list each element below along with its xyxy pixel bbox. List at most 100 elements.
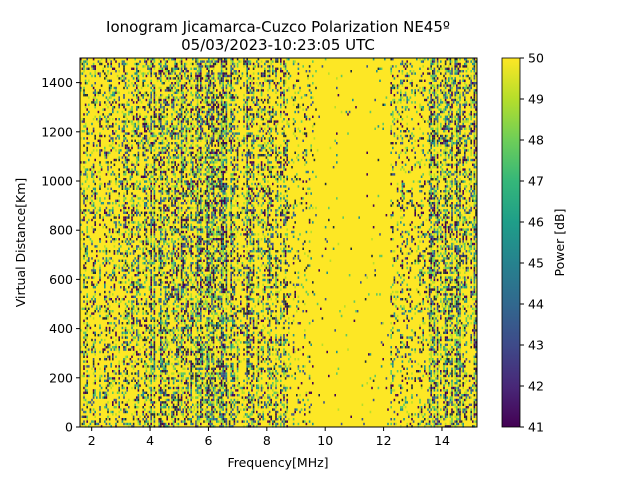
heatmap-cell <box>201 353 204 356</box>
heatmap-cell <box>198 221 200 224</box>
heatmap-cell <box>174 415 176 418</box>
heatmap-cell <box>188 173 191 176</box>
heatmap-cell <box>172 127 175 130</box>
heatmap-cell <box>148 398 151 402</box>
heatmap-cell <box>182 391 184 394</box>
heatmap-cell <box>118 242 120 246</box>
heatmap-cell <box>99 406 101 409</box>
heatmap-cell <box>190 374 192 378</box>
heatmap-cell <box>193 353 196 356</box>
heatmap-cell <box>147 312 149 315</box>
heatmap-cell <box>188 206 191 210</box>
heatmap-cell <box>185 230 188 234</box>
heatmap-cell <box>204 120 207 123</box>
heatmap-cell <box>200 240 202 243</box>
heatmap-cell <box>99 377 101 380</box>
heatmap-cell <box>145 370 148 373</box>
heatmap-cell <box>153 365 156 368</box>
heatmap-cell <box>177 422 180 426</box>
heatmap-cell <box>195 302 197 306</box>
heatmap-cell <box>116 420 119 423</box>
heatmap-cell <box>196 74 199 78</box>
heatmap-cell <box>190 156 192 159</box>
heatmap-cell <box>83 410 85 414</box>
heatmap-cell <box>99 374 101 378</box>
heatmap-cell <box>134 233 136 236</box>
heatmap-cell <box>204 240 207 243</box>
heatmap-cell <box>88 348 90 351</box>
heatmap-cell <box>179 408 181 411</box>
heatmap-cell <box>195 154 197 157</box>
heatmap-cell <box>208 358 210 361</box>
heatmap-cell <box>163 422 165 426</box>
heatmap-cell <box>92 269 95 272</box>
heatmap-cell <box>152 120 154 123</box>
heatmap-cell <box>145 122 148 126</box>
heatmap-cell <box>176 295 178 298</box>
heatmap-cell <box>123 178 125 181</box>
heatmap-cell <box>108 355 111 358</box>
heatmap-cell <box>153 269 156 272</box>
heatmap-cell <box>80 187 82 190</box>
heatmap-cell <box>177 79 180 82</box>
heatmap-cell <box>94 137 96 140</box>
heatmap-cell <box>136 94 138 97</box>
heatmap-cell <box>112 228 114 231</box>
heatmap-cell <box>105 317 108 320</box>
heatmap-cell <box>171 180 173 183</box>
heatmap-cell <box>136 247 138 250</box>
heatmap-cell <box>150 98 152 102</box>
heatmap-cell <box>160 360 162 363</box>
heatmap-cell <box>209 221 212 224</box>
heatmap-cell <box>118 346 120 349</box>
heatmap-cell <box>171 254 173 258</box>
heatmap-cell <box>185 278 188 282</box>
heatmap-cell <box>187 185 189 188</box>
heatmap-cell <box>204 151 207 154</box>
heatmap-cell <box>185 127 188 130</box>
heatmap-cell <box>163 413 165 416</box>
heatmap-cell <box>174 362 176 366</box>
heatmap-cell <box>121 266 124 270</box>
heatmap-cell <box>192 228 194 231</box>
heatmap-cell <box>187 353 189 356</box>
heatmap-cell <box>168 290 170 294</box>
heatmap-cell <box>208 233 210 236</box>
heatmap-cell <box>160 401 162 404</box>
heatmap-cell <box>104 209 106 212</box>
heatmap-cell <box>147 122 149 126</box>
heatmap-cell <box>196 65 199 68</box>
heatmap-cell <box>152 156 154 159</box>
heatmap-cell <box>164 413 167 416</box>
heatmap-cell <box>105 379 108 382</box>
heatmap-cell <box>168 89 170 92</box>
chart-title: Ionogram Jicamarca-Cuzco Polarization NE… <box>106 18 450 54</box>
heatmap-cell <box>86 317 88 320</box>
heatmap-cell <box>137 274 140 277</box>
heatmap-cell <box>128 247 130 250</box>
heatmap-cell <box>150 271 152 274</box>
heatmap-cell <box>184 372 186 375</box>
heatmap-cell <box>113 91 116 94</box>
heatmap-cell <box>208 238 210 241</box>
heatmap-cell <box>209 175 212 178</box>
heatmap-cell <box>168 209 170 212</box>
heatmap-cell <box>174 58 176 61</box>
heatmap-cell <box>115 137 117 140</box>
heatmap-cell <box>86 82 88 85</box>
heatmap-cell <box>145 264 148 267</box>
heatmap-cell <box>204 398 207 402</box>
heatmap-cell <box>174 67 176 70</box>
heatmap-cell <box>198 293 200 296</box>
heatmap-cell <box>160 406 162 409</box>
heatmap-cell <box>156 158 159 162</box>
heatmap-cell <box>196 290 199 294</box>
heatmap-cell <box>153 288 156 291</box>
heatmap-cell <box>190 382 192 385</box>
heatmap-cell <box>131 214 133 217</box>
heatmap-cell <box>208 230 210 234</box>
heatmap-cell <box>180 96 183 99</box>
heatmap-cell <box>84 247 87 250</box>
heatmap-cell <box>80 218 82 222</box>
heatmap-cell <box>160 250 162 253</box>
